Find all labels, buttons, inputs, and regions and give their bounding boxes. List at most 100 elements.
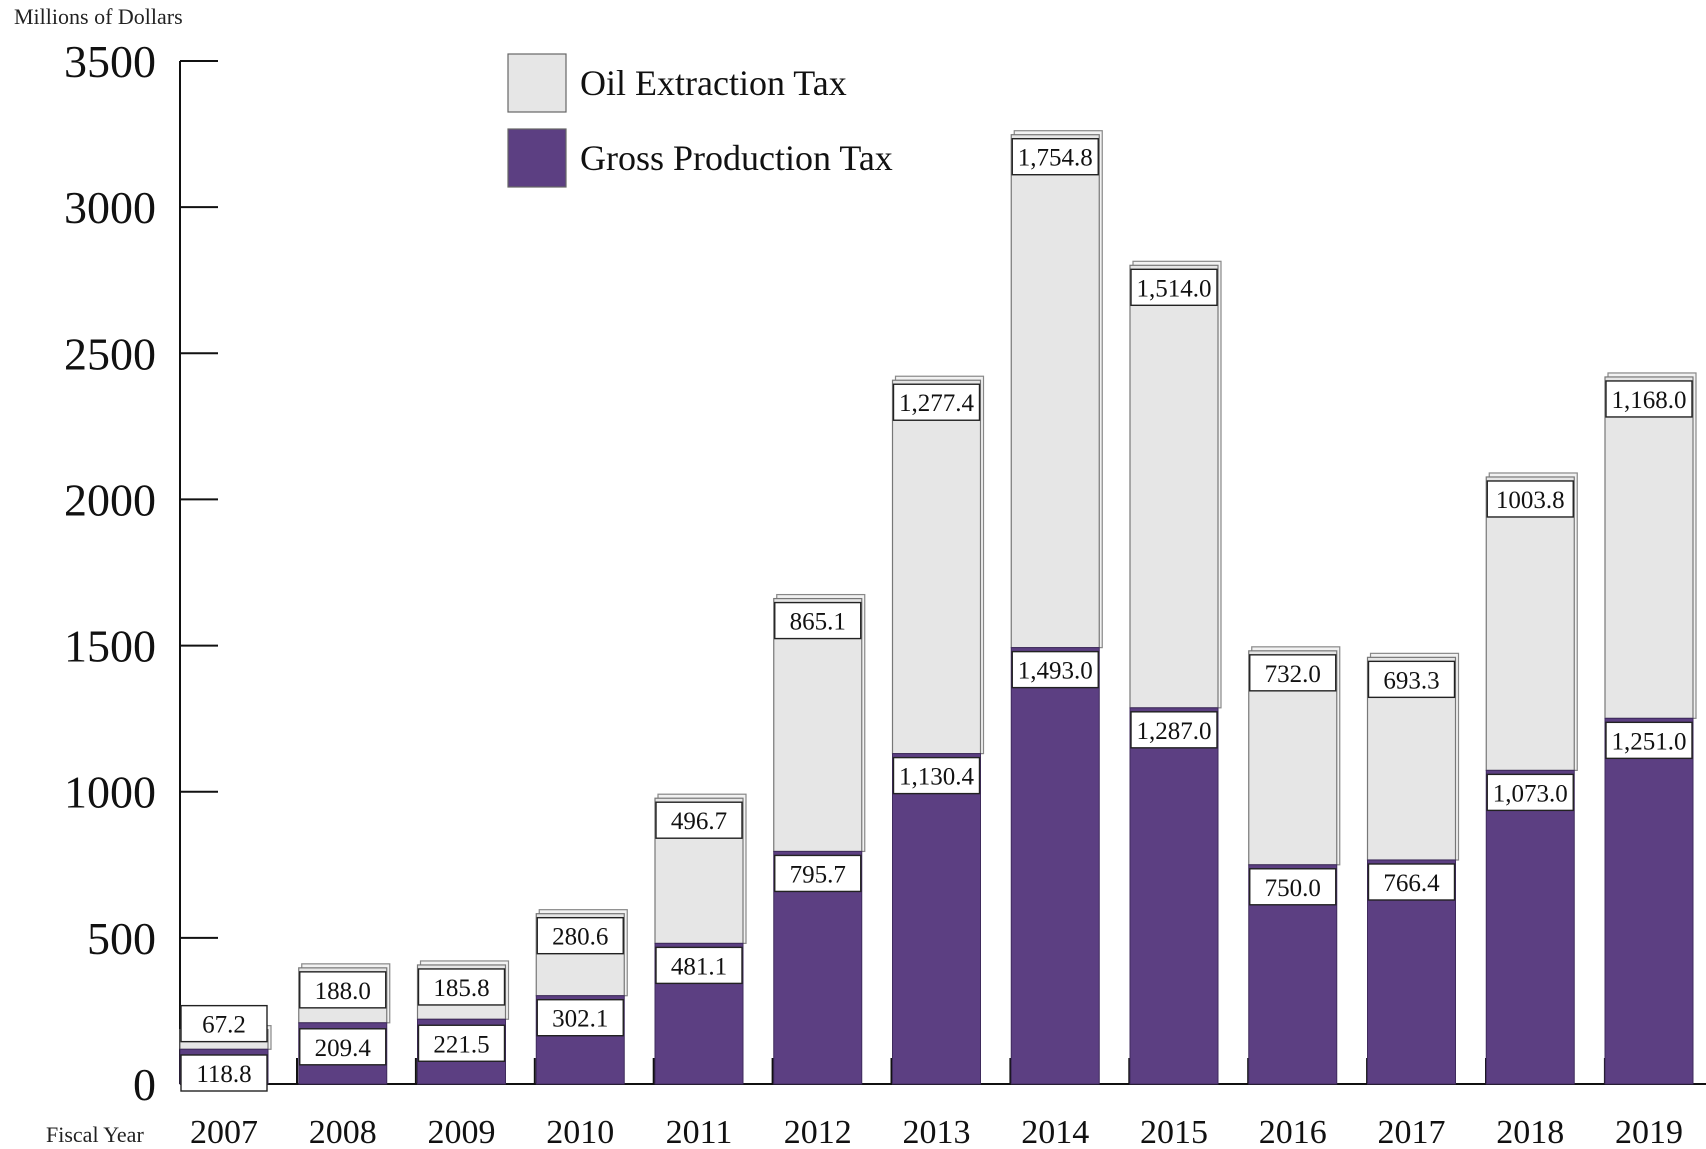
gross-production-label: 766.4 [1367,863,1456,901]
gross-production-label-box [1605,721,1693,760]
legend-label: Oil Extraction Tax [580,63,847,103]
oil-extraction-label-box [1011,138,1099,176]
gross-production-bar [1010,647,1100,1085]
gross-production-label-box [180,1054,268,1092]
gross-production-label: 118.8 [180,1054,268,1092]
oil-extraction-label-box [655,801,743,839]
oil-extraction-bar [773,597,863,853]
gross-production-label-box [1011,650,1099,689]
oil-extraction-label-text: 865.1 [790,609,846,636]
bars [179,130,1697,1085]
x-tick-label: 2012 [784,1114,852,1149]
x-tick-label: 2019 [1615,1114,1683,1149]
x-tick-label: 2009 [428,1114,496,1149]
gross-production-label-text: 209.4 [315,1035,372,1062]
y-tick-label: 2000 [64,474,156,525]
gross-production-bar [892,753,981,1085]
gross-production-label-text: 795.7 [790,861,846,888]
gross-production-label: 221.5 [417,1024,506,1062]
y-tick-label: 1000 [64,767,156,818]
gross-production-bar [1604,717,1694,1085]
oil-extraction-label-box [536,916,624,955]
y-axis-unit-label: Millions of Dollars [14,4,183,29]
data-labels: 2007 118.8 67.2 2008 209.4 188.0 2009 221.5 185.… [180,138,1693,1149]
gross-production-label-box [536,999,624,1037]
gross-production-label-box [299,1028,387,1066]
oil-extraction-label-box [1249,654,1337,692]
oil-extraction-label: 1,754.8 [1011,138,1099,176]
x-tick-label: 2014 [1021,1114,1089,1149]
oil-extraction-label-box [1605,380,1693,418]
legend-item-gross-production: Gross Production Tax [507,128,893,188]
gross-production-label-box [1249,868,1337,906]
gross-production-label: 1,130.4 [892,756,981,795]
gross-production-label-text: 1,073.0 [1493,780,1568,807]
oil-extraction-label-text: 693.3 [1383,667,1439,694]
gross-production-label: 795.7 [774,854,862,893]
gross-production-label-box [1130,711,1218,749]
oil-extraction-label: 1,514.0 [1130,268,1218,307]
oil-extraction-label-box [417,968,506,1006]
y-tick-label: 3000 [64,182,156,233]
oil-extraction-label-text: 732.0 [1265,661,1321,688]
oil-extraction-bar [1010,134,1100,649]
oil-extraction-label-text: 1,168.0 [1612,387,1687,414]
gross-production-label-box [655,946,743,985]
y-tick-label: 500 [87,913,156,964]
gross-production-label: 1,251.0 [1605,721,1693,760]
x-tick-label: 2016 [1259,1114,1327,1149]
gross-production-label-text: 766.4 [1383,870,1440,897]
gross-production-label: 209.4 [299,1028,387,1066]
x-tick-label: 2017 [1378,1114,1446,1149]
oil-extraction-label-box [299,971,387,1009]
gross-production-label-box [774,854,862,893]
gross-production-label-text: 1,493.0 [1018,658,1093,685]
oil-extraction-label-text: 185.8 [433,975,489,1002]
gross-production-bar [1485,769,1575,1085]
gross-production-label-box [892,756,981,795]
gross-production-label: 750.0 [1249,868,1337,906]
oil-extraction-label: 1003.8 [1486,480,1574,518]
oil-extraction-label-text: 1,754.8 [1018,145,1093,172]
gross-production-label: 481.1 [655,946,743,985]
oil-extraction-label-text: 496.7 [671,808,727,835]
gross-production-label-text: 221.5 [433,1031,489,1058]
oil-extraction-label: 865.1 [774,601,862,640]
gross-production-label-text: 1,251.0 [1612,728,1687,755]
oil-extraction-bar [1604,376,1694,719]
oil-extraction-label-box [892,383,981,421]
x-tick-label: 2015 [1140,1114,1208,1149]
legend-label: Gross Production Tax [580,138,893,178]
legend-item-oil-extraction: Oil Extraction Tax [507,53,847,113]
gross-production-label-text: 118.8 [196,1061,251,1088]
x-tick-label: 2007 [190,1114,258,1149]
oil-extraction-label-box [1486,480,1574,518]
oil-extraction-label: 67.2 [180,1004,268,1043]
oil-extraction-label-text: 1,514.0 [1137,275,1212,302]
oil-extraction-label-box [1367,660,1456,699]
axes: 0 500 1000 1500 2000 2500 3000 3500 [64,36,1706,1110]
oil-extraction-label-text: 67.2 [202,1012,246,1039]
gross-production-label-box [417,1024,506,1062]
oil-extraction-label: 1,168.0 [1605,380,1693,418]
legend-swatch [507,128,567,188]
gross-production-label-text: 302.1 [552,1006,608,1033]
y-tick-label: 0 [133,1059,156,1110]
legend-swatch [507,53,567,113]
oil-extraction-label: 1,277.4 [892,383,981,421]
gross-production-label: 1,287.0 [1130,711,1218,749]
legend: Oil Extraction Tax Gross Production Tax [507,53,893,188]
gross-production-label-text: 750.0 [1265,875,1321,902]
x-tick-label: 2018 [1496,1114,1564,1149]
gross-production-label-box [1367,863,1456,901]
y-tick-label: 3500 [64,36,156,87]
y-tick-label: 1500 [64,621,156,672]
gross-production-bar [1129,707,1219,1085]
oil-extraction-label-box [1130,268,1218,307]
gross-production-label-text: 481.1 [671,953,727,980]
oil-extraction-label-text: 1,277.4 [899,390,975,417]
oil-extraction-label: 496.7 [655,801,743,839]
oil-extraction-label: 732.0 [1249,654,1337,692]
gross-production-label-text: 1,130.4 [899,764,975,791]
oil-extraction-bar [1129,264,1219,709]
